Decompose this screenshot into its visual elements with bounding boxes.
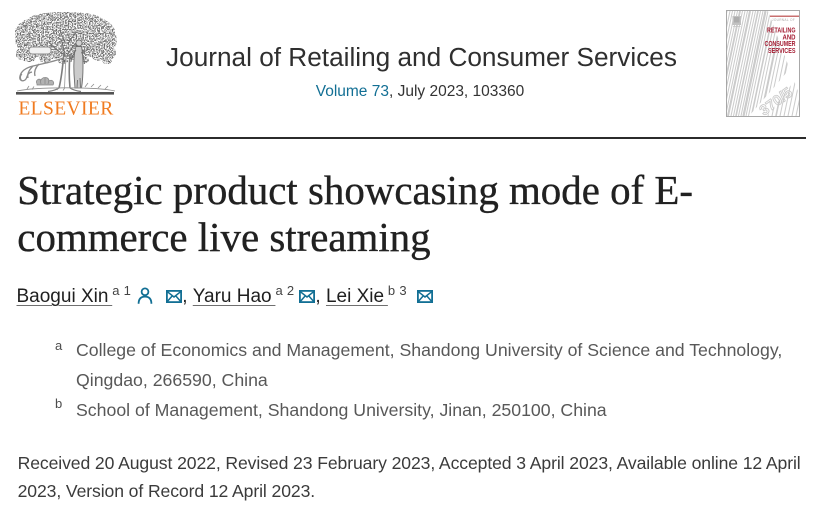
svg-text:RETAILING: RETAILING [767, 28, 796, 35]
svg-text:JOURNAL OF: JOURNAL OF [772, 18, 795, 22]
svg-text:SERVICES: SERVICES [768, 48, 796, 55]
svg-text:AND: AND [783, 34, 796, 41]
svg-text:CONSUMER: CONSUMER [765, 41, 796, 48]
svg-text:ELSEVIER: ELSEVIER [18, 99, 113, 118]
